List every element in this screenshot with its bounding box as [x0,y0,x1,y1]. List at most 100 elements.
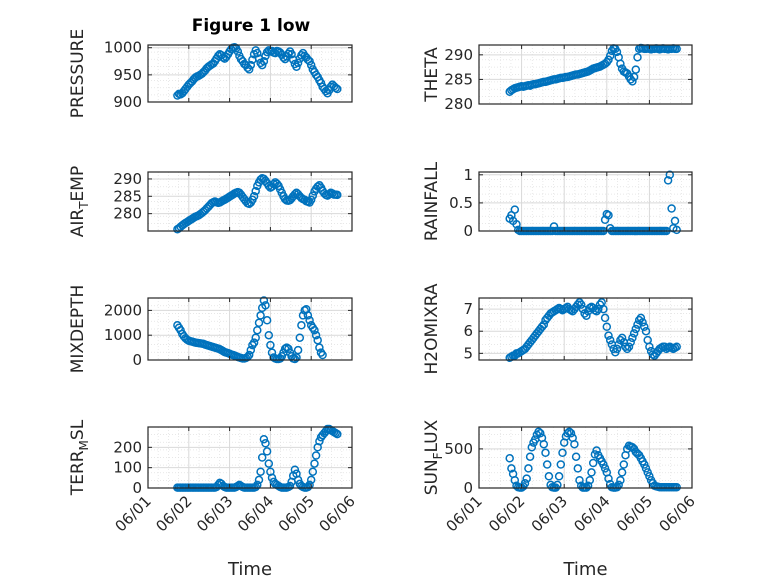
y-tick-label: 290 [113,170,142,188]
data-point [585,475,595,485]
x-tick-label: 06/05 [613,492,656,535]
subplot-6: 5 6 7 H2OMIXRA [422,283,693,375]
data-point [537,322,547,332]
data-point [308,467,318,476]
data-point [665,170,675,180]
y-axis-label: AIRTEMP [68,166,91,237]
data-point [306,475,316,485]
data-point [541,448,550,458]
data-point [566,429,576,438]
y-tick-label: 950 [113,66,142,84]
data-point [672,482,681,492]
y-axis-label: PRESSURE [68,29,88,118]
y-tick-label: 6 [463,322,473,340]
data-point [254,475,264,485]
subplot-8: 0 500 06/01 06/02 06/03 06/04 06/05 06/06 SUNFLU… [422,419,699,580]
data-point [663,176,673,185]
y-tick-label: 0 [132,479,142,497]
x-tick-label: 06/02 [485,492,528,535]
data-point [602,322,612,332]
data-point [256,311,265,320]
subplot-4: 0 0.5 1 RAINFALL [422,161,693,241]
y-axis-label: RAINFALL [422,161,442,241]
data-point [616,475,625,485]
data-point [645,472,654,481]
y-axis-label: TERRMSL [68,419,91,496]
data-point [631,324,641,334]
data-point [264,330,274,340]
data-point [554,472,564,481]
data-point [573,300,583,309]
data-point [261,301,270,310]
data-point [641,326,651,336]
data-point [583,481,593,490]
y-axis-label: SUNFLUX [422,419,445,495]
data-point [285,481,295,491]
y-tick-label: 500 [444,440,473,458]
data-point [565,427,574,436]
data-point [628,77,637,86]
data-point [512,220,521,229]
y-tick-label: 280 [113,205,142,223]
data-point [542,460,552,469]
data-point [626,338,635,347]
data-point [246,60,256,70]
data-point [631,65,641,74]
data-point [588,458,598,468]
y-axis-label: MIXDEPTH [68,285,88,374]
data-point [600,313,610,323]
axes-box [478,426,693,489]
data-point [269,179,278,189]
data-point [624,342,634,351]
x-axis-label: Time [227,559,272,580]
y-tick-label: 0 [463,222,473,240]
data-point [333,429,342,439]
data-point [633,53,642,62]
data-point [636,313,646,323]
data-point [251,186,260,196]
x-tick-label: 06/04 [234,492,277,535]
x-tick-label: 06/01 [443,492,486,535]
data-point [604,55,613,65]
data-point [287,49,296,59]
data-point [605,335,615,345]
x-tick-label: 06/06 [316,492,359,535]
y-axis-label: H2OMIXRA [422,283,442,374]
data-point [612,47,622,57]
data-point [311,330,321,340]
data-point [672,342,681,351]
data-point [640,322,649,332]
y-tick-label: 285 [444,70,473,88]
data-point [249,338,259,347]
data-point [616,59,625,68]
data-point [298,311,308,320]
data-point [290,189,300,199]
y-tick-label: 7 [463,300,473,318]
y-tick-label: 290 [444,46,473,64]
data-point [573,464,583,473]
data-point [599,460,608,469]
y-tick-label: 280 [444,95,473,113]
data-point [262,447,272,456]
y-tick-label: 100 [113,459,142,477]
x-tick-label: 06/04 [570,492,613,535]
data-point [257,453,267,462]
data-point [313,335,322,345]
data-point [599,304,608,314]
axes-box [147,297,353,361]
data-point [619,460,629,469]
data-point [570,439,579,449]
data-point [670,216,680,226]
data-point [612,344,622,354]
data-point [645,342,654,351]
data-point [244,350,254,360]
data-point [520,479,530,488]
data-point [290,465,300,474]
axes-box [147,171,353,232]
data-point [253,325,262,335]
data-point [510,205,520,214]
data-point [297,51,306,60]
axes-box [478,44,693,105]
axes-box [478,297,693,361]
